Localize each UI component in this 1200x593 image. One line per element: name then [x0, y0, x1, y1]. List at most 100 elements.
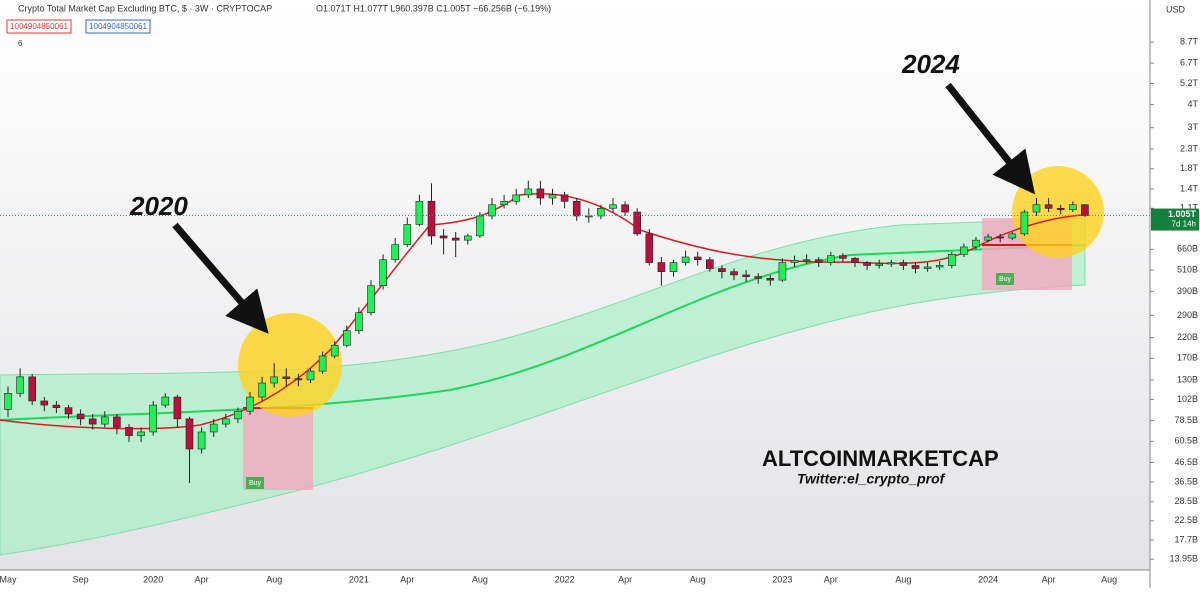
candle-body [790, 260, 799, 263]
y-tick-label: 36.5B [1174, 476, 1198, 486]
y-tick-label: 17.7B [1174, 534, 1198, 544]
candle-body [246, 396, 254, 412]
candle-body [548, 194, 557, 199]
x-tick-label: Apr [400, 574, 414, 584]
candle-body [512, 194, 521, 202]
annotation: 2024 [901, 49, 960, 79]
candle-body [1044, 204, 1053, 209]
y-tick-label: 5.2T [1180, 78, 1199, 88]
x-tick-label: 2021 [349, 574, 369, 584]
buy-label: Buy [999, 276, 1012, 283]
candle-body [996, 236, 1005, 239]
last-price-tag [1151, 208, 1199, 231]
candle-body [778, 262, 787, 281]
y-tick-label: 3T [1187, 122, 1198, 132]
candle-body [863, 262, 871, 266]
candle-body [113, 416, 121, 428]
candle-body [947, 254, 956, 266]
sell-box [6, 19, 72, 34]
band-center [0, 244, 1086, 421]
x-tick-label: Apr [824, 574, 838, 584]
candle-body [161, 396, 170, 406]
x-tick-label: 2023 [772, 574, 792, 584]
arrow [172, 222, 269, 334]
arrow [945, 82, 1036, 195]
candle-body [597, 208, 605, 217]
candle-body [754, 276, 763, 279]
y-tick-label: 170B [1177, 353, 1198, 363]
candle-body [16, 376, 24, 394]
candle-body [960, 246, 968, 255]
buy-zone [243, 408, 313, 490]
candle-body [1032, 204, 1041, 213]
candle-body [935, 265, 944, 268]
y-tick-label: 102B [1177, 394, 1198, 404]
x-tick-label: Apr [618, 574, 632, 584]
y-tick-label: 1.4T [1180, 183, 1199, 193]
last-price-label: 1.005T [1168, 209, 1197, 219]
x-tick-label: 2024 [978, 574, 998, 584]
buy-price: 1004904850061 [89, 22, 147, 31]
candle-body [101, 416, 109, 425]
candle-body [28, 376, 37, 402]
currency: USD [1166, 4, 1186, 14]
y-tick-label: 4T [1187, 99, 1198, 109]
y-tick-label: 220B [1177, 332, 1198, 342]
y-tick-label: 290B [1177, 310, 1198, 320]
candle-body [1008, 233, 1017, 239]
candle-body [609, 204, 617, 209]
chart-title: Crypto Total Market Cap Excluding BTC, $… [18, 3, 272, 13]
sell-price: 1004904850061 [10, 22, 68, 31]
y-tick-label: 13.95B [1169, 554, 1198, 564]
candle-body [1056, 208, 1065, 211]
candle-body [500, 201, 508, 206]
x-tick-label: Aug [1101, 574, 1117, 584]
candle-body [209, 423, 218, 433]
candle-body [367, 285, 375, 313]
y-tick-label: 78.5B [1174, 415, 1198, 425]
x-tick-label: Aug [690, 574, 706, 584]
candle-body [645, 233, 654, 263]
candle-body [88, 418, 97, 425]
candle-body [40, 400, 49, 406]
y-tick-label: 8.7T [1180, 37, 1199, 47]
buy-badge [246, 477, 264, 489]
y-tick-label: 22.5B [1174, 515, 1198, 525]
candle-body [1069, 204, 1077, 211]
candle-body [584, 215, 593, 218]
buy-box [85, 19, 151, 34]
candle-body [306, 370, 315, 381]
y-tick-label: 60.5B [1174, 436, 1198, 446]
candle-body [875, 263, 884, 266]
x-tick-label: Apr [1042, 574, 1056, 584]
candle-body [282, 376, 291, 379]
candle-body [379, 259, 387, 286]
candle-body [681, 256, 690, 263]
candle-body [355, 312, 363, 331]
candle-body [826, 255, 835, 263]
x-tick-label: 2022 [555, 574, 575, 584]
y-tick-label: 46.5B [1174, 457, 1198, 467]
time-axis [0, 570, 1150, 588]
watermark: Twitter:el_crypto_prof [797, 471, 946, 487]
candle-body [633, 211, 642, 235]
candle-body [258, 382, 266, 398]
candle-body [463, 235, 472, 241]
candle-body [488, 204, 496, 217]
y-tick-label: 130B [1177, 374, 1198, 384]
x-tick-label: Apr [195, 574, 209, 584]
candle-body [899, 262, 908, 266]
candle-body [222, 418, 230, 425]
y-tick-label: 390B [1177, 286, 1198, 296]
candle-body [185, 418, 194, 450]
candle-body [1020, 211, 1029, 235]
candle-body [270, 376, 279, 384]
annotation: 2020 [129, 191, 188, 221]
candle-body [814, 259, 823, 263]
candle-body [718, 268, 726, 272]
candle-body [766, 278, 775, 281]
y-tick-label: 1.8T [1180, 163, 1199, 173]
candle-body [330, 344, 339, 357]
